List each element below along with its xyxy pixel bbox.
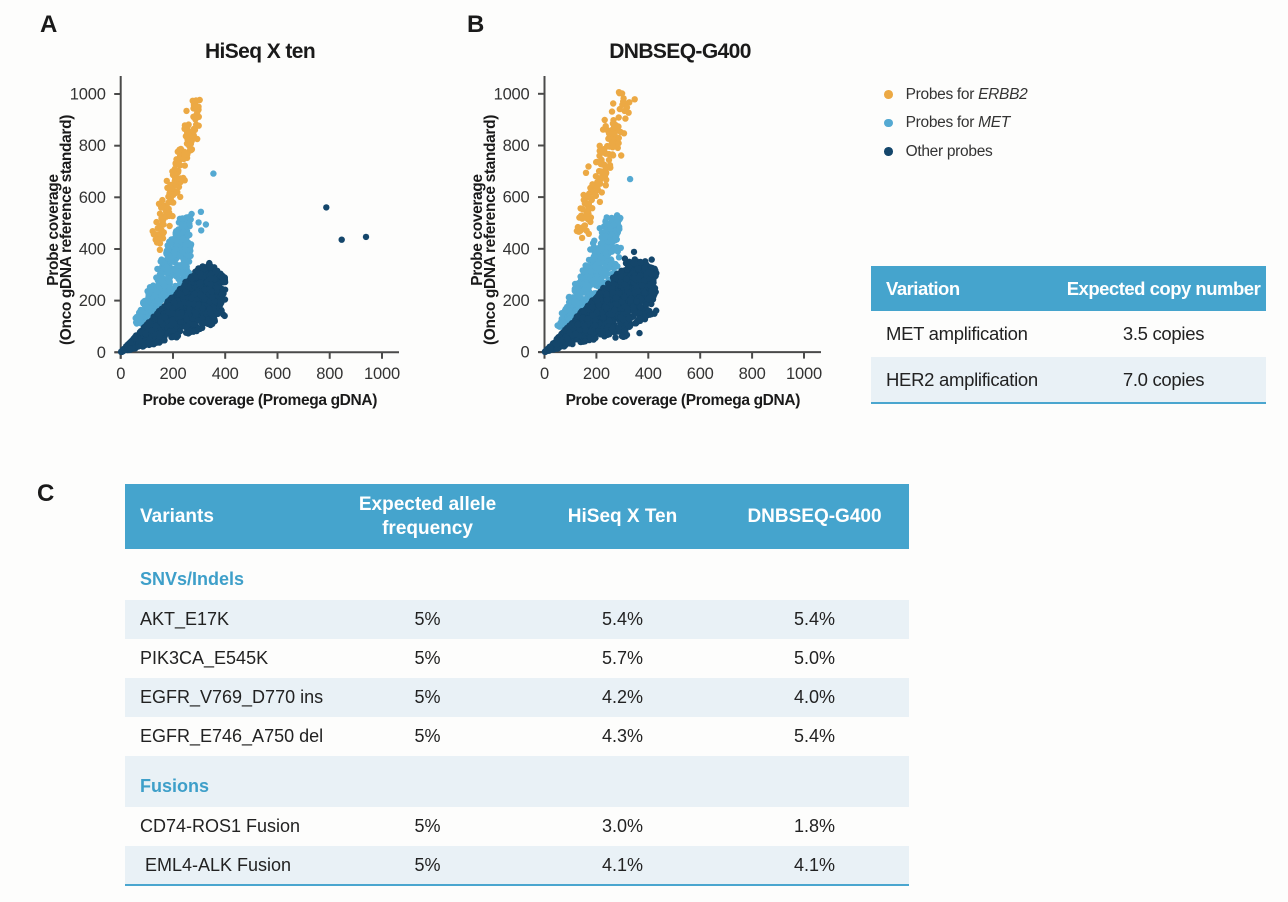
svg-text:600: 600 xyxy=(687,365,714,383)
svg-text:(Onco gDNA reference standard): (Onco gDNA reference standard) xyxy=(58,115,75,345)
svg-text:600: 600 xyxy=(79,189,106,207)
svg-text:Probe coverage: Probe coverage xyxy=(45,174,62,286)
svg-text:DNBSEQ-G400: DNBSEQ-G400 xyxy=(609,40,751,63)
svg-text:0: 0 xyxy=(97,344,106,362)
svg-text:800: 800 xyxy=(316,365,343,383)
svg-text:0: 0 xyxy=(540,365,549,383)
svg-text:0: 0 xyxy=(521,344,530,362)
svg-text:400: 400 xyxy=(635,365,662,383)
svg-text:600: 600 xyxy=(503,189,530,207)
svg-text:HiSeq X ten: HiSeq X ten xyxy=(205,40,315,63)
svg-text:Probe coverage (Promega gDNA): Probe coverage (Promega gDNA) xyxy=(143,392,378,409)
svg-text:800: 800 xyxy=(503,137,530,155)
svg-text:400: 400 xyxy=(212,365,239,383)
svg-text:Probe coverage: Probe coverage xyxy=(469,174,486,286)
svg-text:Probe coverage (Promega gDNA): Probe coverage (Promega gDNA) xyxy=(566,392,801,409)
svg-text:(Onco gDNA reference standard): (Onco gDNA reference standard) xyxy=(482,115,499,345)
svg-text:1000: 1000 xyxy=(70,86,106,104)
svg-text:800: 800 xyxy=(79,137,106,155)
svg-text:600: 600 xyxy=(264,365,291,383)
svg-text:400: 400 xyxy=(79,241,106,259)
svg-text:1000: 1000 xyxy=(364,365,400,383)
svg-text:200: 200 xyxy=(160,365,187,383)
svg-text:400: 400 xyxy=(503,240,530,258)
svg-text:0: 0 xyxy=(116,365,125,383)
svg-text:1000: 1000 xyxy=(786,365,822,383)
svg-text:1000: 1000 xyxy=(494,85,530,103)
svg-text:200: 200 xyxy=(503,292,530,310)
svg-text:800: 800 xyxy=(739,365,766,383)
svg-text:200: 200 xyxy=(79,292,106,310)
svg-text:200: 200 xyxy=(583,365,610,383)
